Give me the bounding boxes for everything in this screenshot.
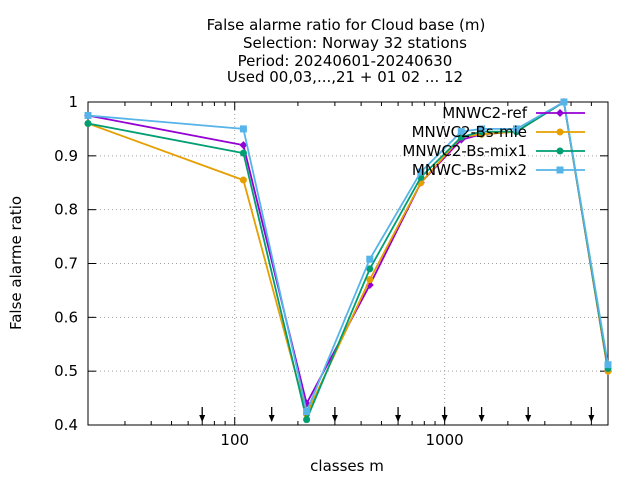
y-tick-label: 0.5 — [54, 362, 78, 380]
data-point — [513, 125, 521, 133]
y-axis-label: False alarme ratio — [7, 196, 25, 330]
data-point — [239, 149, 247, 157]
data-point — [417, 168, 425, 176]
series-group — [84, 98, 612, 424]
arrow-head — [395, 415, 402, 422]
arrow-head — [588, 415, 595, 422]
legend-label: MNWC2-ref — [442, 104, 527, 122]
y-tick-label: 1 — [68, 93, 78, 111]
series-MNWC2-Bs-mie — [84, 98, 612, 418]
title-line-3: Period: 20240601-20240630 — [238, 52, 453, 70]
data-point — [366, 265, 374, 273]
arrow-head — [199, 415, 206, 422]
series-line — [87, 100, 609, 415]
series-MNWC2-Bs-mix1 — [84, 98, 612, 424]
sample-arrows — [199, 407, 595, 422]
data-point — [303, 408, 311, 416]
data-point — [556, 109, 564, 117]
data-point — [84, 120, 92, 128]
data-point — [84, 111, 92, 119]
legend: MNWC2-refMNWC2-Bs-mieMNWC2-Bs-mix1MNWC-B… — [402, 104, 585, 179]
arrow-head — [331, 415, 338, 422]
arrow-head — [478, 415, 485, 422]
data-point — [556, 147, 564, 155]
chart-title: False alarme ratio for Cloud base (m) Se… — [207, 16, 486, 86]
data-point — [457, 133, 465, 141]
data-point — [556, 166, 564, 174]
series-line — [87, 100, 609, 407]
data-point — [556, 128, 564, 136]
x-axis-label: classes m — [310, 457, 384, 475]
data-point — [303, 416, 311, 424]
series-MNWC2-ref — [84, 98, 612, 408]
data-point — [560, 98, 568, 106]
arrow-head — [268, 415, 275, 422]
data-point — [457, 128, 465, 136]
series-line — [87, 100, 609, 423]
x-tick-label: 100 — [220, 431, 249, 449]
x-tick-label: 1000 — [426, 431, 464, 449]
grid — [88, 102, 608, 425]
series-MNWC-Bs-mix2 — [84, 98, 612, 416]
title-line-1: False alarme ratio for Cloud base (m) — [207, 16, 486, 34]
legend-label: MNWC-Bs-mix2 — [412, 161, 527, 179]
series-line — [87, 100, 609, 417]
data-point — [366, 276, 374, 284]
data-point — [239, 176, 247, 184]
legend-label: MNWC2-Bs-mie — [412, 123, 527, 141]
arrow-head — [525, 415, 532, 422]
title-line-2: Selection: Norway 32 stations — [243, 34, 467, 52]
y-tick-label: 0.4 — [54, 416, 78, 434]
data-point — [366, 255, 374, 263]
data-point — [239, 125, 247, 133]
arrow-head — [441, 415, 448, 422]
title-line-4: Used 00,03,...,21 + 01 02 ... 12 — [227, 68, 463, 86]
legend-label: MNWC2-Bs-mix1 — [402, 142, 527, 160]
axis-ticks: 0.4 0.5 0.6 0.7 0.8 0.9 1 100 1000 — [54, 93, 609, 449]
y-tick-label: 0.6 — [54, 308, 78, 326]
y-tick-label: 0.8 — [54, 201, 78, 219]
data-point — [478, 125, 486, 133]
data-point — [239, 141, 248, 150]
y-tick-label: 0.7 — [54, 255, 78, 273]
data-point — [604, 361, 612, 369]
y-tick-label: 0.9 — [54, 147, 78, 165]
